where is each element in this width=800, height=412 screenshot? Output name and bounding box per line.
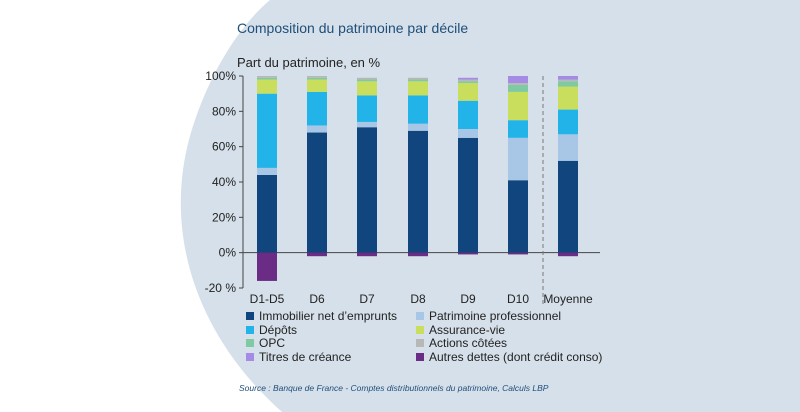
legend-label: Titres de créance bbox=[259, 349, 352, 364]
legend-label: Actions côtées bbox=[429, 336, 508, 351]
legend-swatch bbox=[416, 312, 424, 321]
bar-segment bbox=[307, 125, 327, 133]
bar-segment bbox=[257, 79, 277, 94]
y-tick-label: 60% bbox=[212, 140, 236, 154]
bar-segment bbox=[257, 167, 277, 175]
y-tick-label: 80% bbox=[212, 104, 236, 118]
bar-segment bbox=[458, 137, 478, 253]
legend-swatch bbox=[416, 352, 424, 361]
legend-swatch bbox=[246, 312, 254, 321]
bar-segment bbox=[558, 252, 578, 257]
y-tick-label: 0% bbox=[219, 246, 237, 260]
bar-segment bbox=[307, 132, 327, 253]
bar-segment bbox=[558, 76, 578, 80]
bar-segment bbox=[508, 91, 528, 121]
background-blob bbox=[180, 0, 800, 412]
x-tick-label: D8 bbox=[410, 292, 426, 306]
y-tick-label: 100% bbox=[205, 69, 236, 83]
bar-segment bbox=[558, 81, 578, 87]
legend-label: Assurance-vie bbox=[429, 322, 506, 337]
bar-segment bbox=[357, 95, 377, 122]
legend-label: Immobilier net d’emprunts bbox=[259, 309, 398, 324]
bar-segment bbox=[458, 79, 478, 82]
legend-swatch bbox=[246, 325, 254, 334]
legend-swatch bbox=[246, 352, 254, 361]
bar-segment bbox=[558, 160, 578, 253]
bar-segment bbox=[408, 130, 428, 253]
legend-item: Assurance-vie bbox=[416, 322, 616, 337]
bar-segment bbox=[257, 252, 277, 281]
bar-segment bbox=[458, 83, 478, 101]
x-tick-label: Moyenne bbox=[543, 292, 593, 306]
legend-label: OPC bbox=[259, 336, 286, 351]
bar-segment bbox=[408, 79, 428, 82]
bar-segment bbox=[408, 81, 428, 96]
legend-item: Dépôts bbox=[246, 322, 416, 337]
legend-label: Autres dettes (dont crédit conso) bbox=[429, 349, 603, 364]
x-tick-label: D1-D5 bbox=[250, 292, 285, 306]
y-axis-label: Part du patrimoine, en % bbox=[237, 55, 381, 70]
x-tick-label: D10 bbox=[507, 292, 529, 306]
bar-segment bbox=[307, 91, 327, 126]
y-tick-label: -20 % bbox=[205, 281, 237, 295]
bar-segment bbox=[408, 123, 428, 131]
legend-item: Patrimoine professionnel bbox=[416, 309, 616, 324]
bar-segment bbox=[508, 252, 528, 255]
chart-title: Composition du patrimoine par décile bbox=[237, 20, 469, 36]
bar-segment bbox=[508, 137, 528, 181]
bar-segment bbox=[558, 79, 578, 82]
bar-segment bbox=[257, 76, 277, 78]
bar-segment bbox=[408, 95, 428, 124]
legend-item: Autres dettes (dont crédit conso) bbox=[416, 349, 616, 364]
bar-segment bbox=[408, 77, 428, 80]
x-tick-label: D9 bbox=[460, 292, 476, 306]
bar-segment bbox=[508, 84, 528, 92]
bar-segment bbox=[307, 79, 327, 92]
x-tick-label: D6 bbox=[309, 292, 325, 306]
bar-segment bbox=[357, 252, 377, 257]
bar-segment bbox=[458, 252, 478, 255]
bar-segment bbox=[458, 129, 478, 138]
bar-segment bbox=[408, 252, 428, 257]
y-tick-label: 20% bbox=[212, 210, 236, 224]
legend-label: Patrimoine professionnel bbox=[429, 309, 562, 324]
bar-segment bbox=[458, 77, 478, 80]
bar-segment bbox=[458, 81, 478, 84]
legend-label: Dépôts bbox=[259, 322, 298, 337]
bar-segment bbox=[558, 134, 578, 161]
legend-swatch bbox=[416, 339, 424, 348]
y-tick-label: 40% bbox=[212, 175, 236, 189]
legend-item: Actions côtées bbox=[416, 336, 616, 351]
bar-segment bbox=[357, 77, 377, 80]
bar-segment bbox=[357, 79, 377, 82]
legend-item: Titres de créance bbox=[246, 349, 416, 364]
legend-item: Immobilier net d’emprunts bbox=[246, 309, 416, 324]
chart-legend: Immobilier net d’emprunts Patrimoine prof… bbox=[246, 309, 626, 364]
legend-item: OPC bbox=[246, 336, 416, 351]
x-tick-label: D7 bbox=[359, 292, 375, 306]
bar-segment bbox=[508, 76, 528, 84]
bar-segment bbox=[357, 127, 377, 253]
bar-segment bbox=[558, 109, 578, 135]
bar-segment bbox=[357, 121, 377, 128]
bar-segment bbox=[257, 174, 277, 253]
legend-swatch bbox=[246, 339, 254, 348]
bar-segment bbox=[307, 77, 327, 80]
bar-segment bbox=[257, 77, 277, 80]
bar-segment bbox=[307, 76, 327, 78]
bar-segment bbox=[357, 81, 377, 96]
bar-segment bbox=[508, 120, 528, 138]
bar-segment bbox=[307, 252, 327, 257]
source-note: Source : Banque de France - Comptes dist… bbox=[239, 383, 549, 393]
bar-segment bbox=[508, 180, 528, 253]
bar-segment bbox=[508, 83, 528, 85]
bar-segment bbox=[558, 86, 578, 110]
bar-segment bbox=[458, 100, 478, 129]
bar-segment bbox=[257, 93, 277, 168]
legend-swatch bbox=[416, 325, 424, 334]
